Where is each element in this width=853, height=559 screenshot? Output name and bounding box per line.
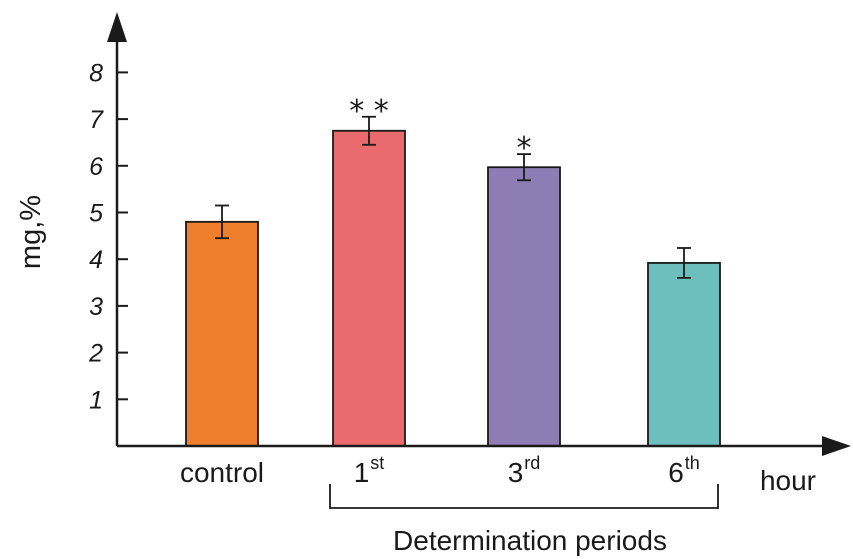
group-label: Determination periods [393,525,667,556]
error-bar [517,153,531,182]
significance-marker: * [517,131,532,166]
bar [487,166,561,447]
x-category-label: control [180,457,264,488]
x-axis-labels: control 1st 3rd 6th [180,453,700,488]
y-tick-label: 7 [89,106,104,134]
x-category-label: 6th [668,453,700,488]
y-axis-arrow [107,12,127,42]
y-axis-ticks: 1 2 3 4 5 6 7 8 [88,59,128,414]
y-axis-label: mg,% [15,195,47,269]
error-bar [215,204,229,240]
y-tick-label: 8 [89,59,103,87]
y-tick-label: 2 [88,340,103,368]
y-tick-label: 1 [89,386,103,414]
x-category-label: 1st [354,453,385,488]
x-category-label: 3rd [508,453,541,488]
bars: * * * [185,94,721,447]
error-bar [362,115,376,146]
y-tick-label: 3 [89,293,103,321]
y-tick-label: 4 [89,246,103,274]
bar [185,220,259,447]
y-tick-label: 6 [89,153,103,181]
x-axis-arrow [822,436,851,456]
y-tick-label: 5 [89,200,103,228]
error-bar [677,247,691,279]
x-axis-unit-label: hour [760,465,816,496]
group-bracket [329,484,719,509]
bar [647,262,721,447]
significance-marker: * * [349,94,389,129]
bar [332,129,406,447]
